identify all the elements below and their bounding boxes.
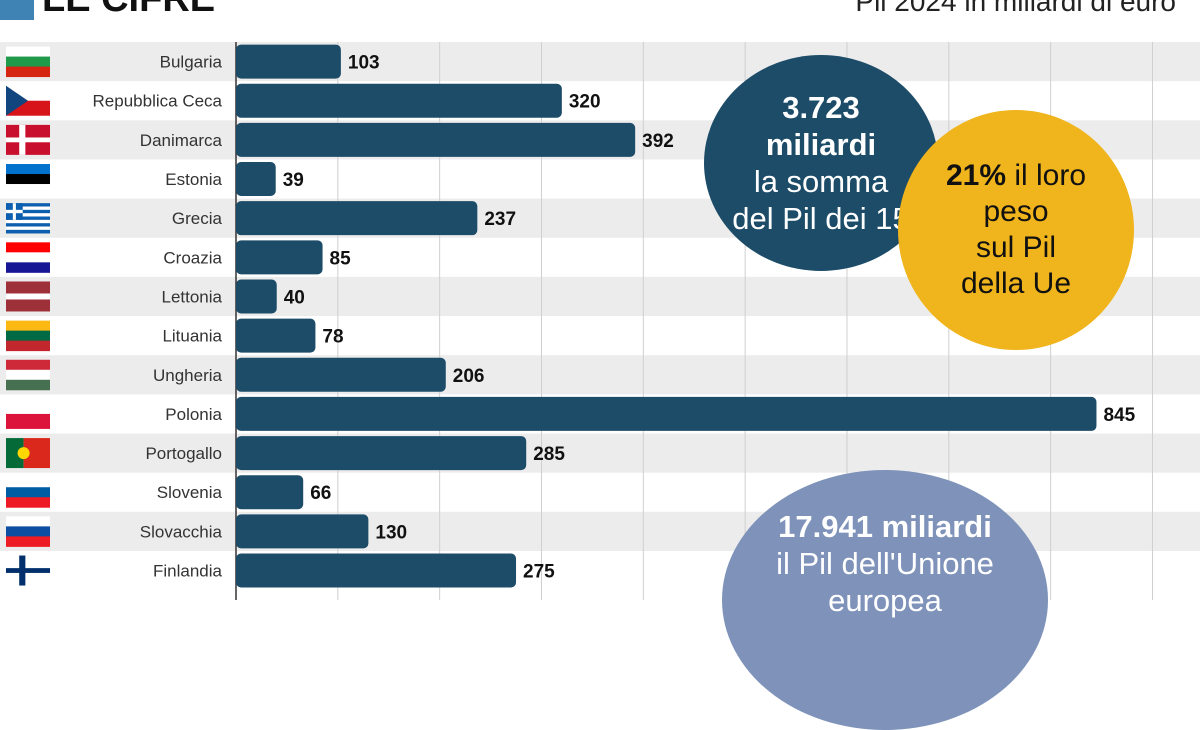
bar-lettonia xyxy=(236,279,277,314)
chart-subtitle: Pil 2024 in miliardi di euro xyxy=(855,0,1176,17)
sum-line1: la somma xyxy=(753,164,889,199)
estonia-flag-icon xyxy=(6,164,50,195)
category-label: Portogallo xyxy=(145,444,222,463)
sum-unit: miliardi xyxy=(765,127,877,162)
bar-croazia xyxy=(236,240,323,275)
slovenia-flag-icon xyxy=(6,477,50,508)
row-band xyxy=(0,355,1200,395)
value-label: 845 xyxy=(1103,405,1135,426)
share-line2: sul Pil xyxy=(975,231,1057,264)
category-label: Ungheria xyxy=(153,366,223,385)
row-band xyxy=(0,42,1200,82)
finland-flag-icon xyxy=(6,555,50,586)
portugal-flag-icon xyxy=(6,438,50,469)
value-label: 320 xyxy=(569,92,601,113)
category-label: Finlandia xyxy=(153,562,223,581)
hungary-flag-icon xyxy=(6,359,50,391)
share-first-line: 21% il loro xyxy=(946,158,1086,194)
bar-estonia xyxy=(236,162,276,197)
value-label: 392 xyxy=(642,131,674,152)
value-label: 39 xyxy=(283,170,304,191)
category-label: Danimarca xyxy=(140,131,223,150)
category-label: Croazia xyxy=(163,248,222,267)
header-title: LE CIFRE xyxy=(42,0,215,21)
category-label: Grecia xyxy=(172,209,223,228)
category-label: Lituania xyxy=(162,327,222,346)
eu-line1: il Pil dell'Unione xyxy=(776,546,994,581)
value-label: 40 xyxy=(284,287,305,308)
lithuania-flag-icon xyxy=(6,320,50,352)
share-line1: peso xyxy=(983,195,1049,228)
bar-finlandia xyxy=(236,553,517,588)
category-label: Bulgaria xyxy=(160,53,223,72)
category-label: Repubblica Ceca xyxy=(93,92,223,111)
sum-line2: del Pil dei 15 xyxy=(732,201,910,236)
value-label: 66 xyxy=(310,483,331,504)
category-label: Slovacchia xyxy=(140,522,223,541)
share-value: 21% xyxy=(945,159,1006,192)
bar-portogallo xyxy=(236,436,527,471)
value-label: 85 xyxy=(330,248,352,269)
eu-line2: europea xyxy=(828,583,942,618)
share-bubble: 21% il loro peso sul Pil della Ue xyxy=(898,110,1134,350)
czech-flag-icon xyxy=(6,85,50,116)
poland-flag-icon xyxy=(6,398,50,429)
bar-danimarca xyxy=(236,122,636,157)
bulgaria-flag-icon xyxy=(6,46,50,78)
category-label: Lettonia xyxy=(162,287,223,306)
greece-flag-icon xyxy=(6,203,50,234)
bar-repubblica-ceca xyxy=(236,83,562,118)
value-label: 206 xyxy=(453,366,485,387)
bar-bulgaria xyxy=(236,44,341,79)
value-label: 78 xyxy=(322,327,343,348)
value-label: 285 xyxy=(533,444,565,465)
value-label: 130 xyxy=(375,522,407,543)
value-label: 275 xyxy=(523,562,555,583)
bar-polonia xyxy=(236,396,1097,431)
eu-bubble: 17.941 miliardi il Pil dell'Unione europ… xyxy=(722,470,1048,730)
share-after: il loro xyxy=(1006,159,1087,192)
bar-grecia xyxy=(236,201,478,236)
share-line3: della Ue xyxy=(960,267,1072,300)
value-label: 237 xyxy=(484,209,516,230)
croatia-flag-icon xyxy=(6,242,50,273)
eu-value: 17.941 miliardi xyxy=(778,509,992,544)
denmark-flag-icon xyxy=(6,124,50,155)
header-accent-mark xyxy=(0,0,34,20)
slovakia-flag-icon xyxy=(6,516,50,547)
category-label: Polonia xyxy=(165,405,222,424)
latvia-flag-icon xyxy=(6,281,50,312)
bar-slovacchia xyxy=(236,514,369,549)
bar-lituania xyxy=(236,318,316,353)
bar-ungheria xyxy=(236,357,446,392)
category-label: Estonia xyxy=(165,170,222,189)
row-band xyxy=(0,433,1200,473)
sum-value: 3.723 xyxy=(782,90,860,125)
value-label: 103 xyxy=(348,53,380,74)
category-label: Slovenia xyxy=(157,483,223,502)
bar-slovenia xyxy=(236,475,304,510)
